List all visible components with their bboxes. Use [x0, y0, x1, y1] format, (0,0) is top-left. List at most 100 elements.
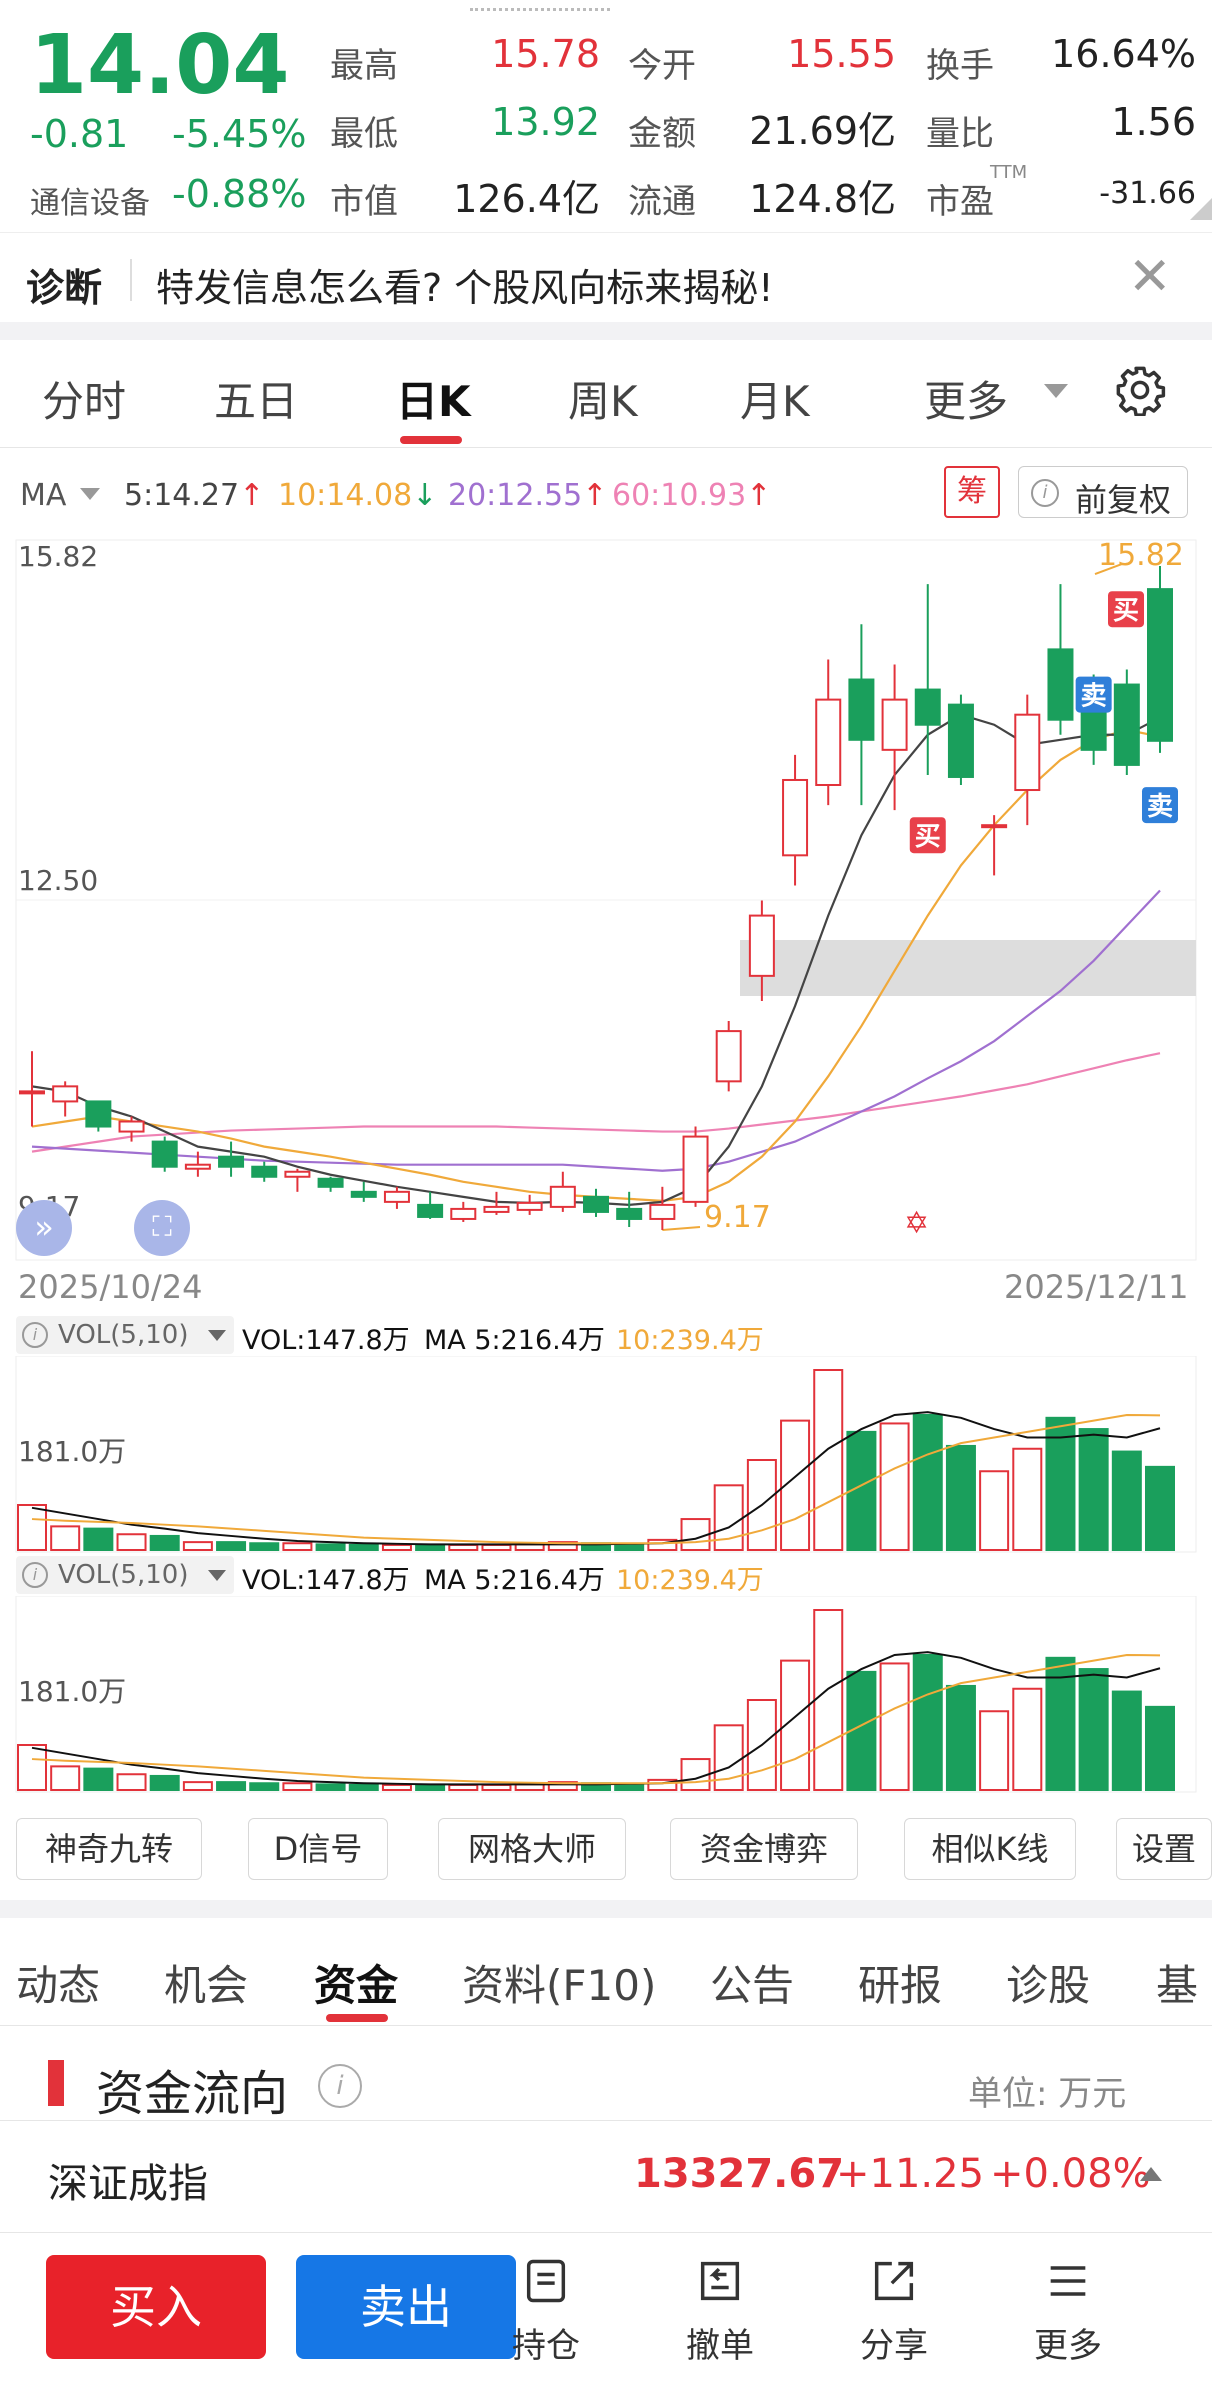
tool-button[interactable]: 神奇九转 — [16, 1818, 202, 1880]
more-dropdown-icon[interactable] — [1044, 384, 1068, 398]
period-tab[interactable]: 周K — [568, 377, 638, 426]
candle[interactable] — [19, 1051, 45, 1127]
candle[interactable] — [748, 900, 775, 1001]
volume-bar — [448, 1783, 479, 1791]
share-action[interactable]: 分享 — [844, 2255, 944, 2367]
candle[interactable] — [715, 1021, 742, 1092]
price-adjust-button[interactable]: i 前复权 — [1018, 466, 1188, 519]
sell-signal[interactable]: 卖 — [1142, 787, 1178, 824]
candle[interactable] — [118, 1116, 145, 1142]
ma-trend-arrow: ↓ — [412, 478, 438, 513]
info-tab[interactable]: 诊股 — [1006, 1961, 1091, 2010]
candle[interactable] — [317, 1176, 344, 1192]
event-star-icon[interactable]: ✡ — [904, 1206, 930, 1241]
info-tab[interactable]: 动态 — [16, 1961, 101, 2010]
candle[interactable] — [583, 1188, 609, 1217]
tool-button[interactable]: 相似K线 — [904, 1818, 1076, 1880]
index-ticker[interactable]: 深证成指 13327.67 +11.25 +0.08% — [0, 2120, 1212, 2230]
buy-signal[interactable]: 买 — [909, 817, 946, 854]
diagnosis-text[interactable]: 特发信息怎么看? 个股风向标来揭秘! — [156, 266, 774, 310]
fund-flow-title: 资金流向 — [96, 2066, 289, 2122]
candle[interactable] — [151, 1136, 178, 1172]
buy-signal[interactable]: 买 — [1108, 591, 1144, 628]
candle[interactable] — [914, 584, 941, 775]
sector-change: -0.88% — [172, 172, 307, 216]
candle[interactable] — [350, 1181, 377, 1202]
period-tab[interactable]: 月K — [740, 377, 810, 426]
fullscreen-button[interactable]: ⛶ — [134, 1200, 190, 1256]
period-tab[interactable]: 更多 — [924, 377, 1009, 426]
candle[interactable] — [218, 1141, 245, 1177]
volume-legend[interactable]: i VOL(5,10) VOL:147.8万 MA 5:216.4万 10:239.4万 — [16, 1312, 1196, 1356]
candle[interactable] — [1147, 566, 1173, 753]
close-icon[interactable]: ✕ — [1128, 247, 1172, 307]
volume-chart[interactable] — [0, 1596, 1212, 1796]
volume-bar — [1111, 1450, 1142, 1551]
ma-dropdown-icon[interactable] — [80, 488, 100, 500]
info-icon[interactable]: i — [318, 2064, 362, 2108]
candle[interactable] — [782, 754, 809, 886]
candle[interactable] — [483, 1191, 510, 1215]
tool-button[interactable]: 设置 — [1116, 1818, 1212, 1880]
volume-chart[interactable] — [0, 1356, 1212, 1556]
candle[interactable] — [947, 694, 974, 786]
candle[interactable] — [549, 1171, 576, 1212]
tool-row: 神奇九转 D信号 网格大师 资金博弈 相似K线 设置 — [0, 1818, 1212, 1882]
info-tab[interactable]: 资料(F10) — [462, 1961, 657, 2010]
expand-up-icon[interactable] — [1140, 2167, 1162, 2181]
expand-left-button[interactable]: » — [16, 1200, 72, 1256]
period-tab[interactable]: 五日 — [214, 377, 299, 426]
candle[interactable] — [516, 1194, 543, 1215]
sell-button[interactable]: 卖出 — [296, 2255, 516, 2359]
candle[interactable] — [284, 1168, 311, 1192]
candle[interactable] — [417, 1191, 444, 1219]
candle[interactable] — [616, 1191, 643, 1227]
settings-gear-icon[interactable] — [1114, 364, 1166, 420]
candle[interactable] — [1113, 669, 1140, 775]
candle[interactable] — [450, 1201, 477, 1222]
more-action[interactable]: 更多 — [1018, 2255, 1118, 2367]
candle[interactable] — [848, 624, 875, 806]
info-tab[interactable]: 基金 — [1156, 1961, 1199, 2025]
ma-label[interactable]: MA — [20, 478, 67, 513]
indicator-selector[interactable]: i VOL(5,10) — [16, 1316, 234, 1354]
candle[interactable] — [649, 1186, 676, 1230]
info-tab[interactable]: 公告 — [710, 1961, 795, 2010]
volume-ma10-line — [31, 1413, 1161, 1545]
ma-trend-arrow: ↑ — [582, 478, 608, 513]
volume-legend[interactable]: i VOL(5,10) VOL:147.8万 MA 5:216.4万 10:239.4万 — [16, 1552, 1196, 1596]
indicator-selector[interactable]: i VOL(5,10) — [16, 1556, 234, 1594]
tool-button[interactable]: 资金博弈 — [670, 1818, 858, 1880]
candle[interactable] — [815, 659, 842, 806]
diagnosis-bar[interactable]: 诊断 特发信息怎么看? 个股风向标来揭秘! ✕ — [0, 232, 1212, 328]
volume-bar — [83, 1767, 114, 1791]
volume-bar — [547, 1781, 578, 1791]
action-label: 分享 — [860, 2326, 928, 2366]
ma-legend[interactable]: MA 5:14.27↑ 10:14.08↓ 20:12.55↑ 60:10.93↑ 筹… — [0, 462, 1212, 524]
sell-signal[interactable]: 卖 — [1075, 676, 1112, 713]
candle[interactable] — [251, 1161, 278, 1182]
candle[interactable] — [85, 1100, 112, 1132]
candle[interactable] — [1047, 584, 1074, 735]
period-tab[interactable]: 分时 — [42, 377, 127, 426]
info-tab[interactable]: 机会 — [164, 1961, 249, 2010]
candle[interactable] — [184, 1151, 211, 1177]
tool-button[interactable]: D信号 — [248, 1818, 388, 1880]
candle[interactable] — [682, 1126, 709, 1207]
sector-name[interactable]: 通信设备 — [30, 186, 150, 221]
chip-distribution-button[interactable]: 筹 — [944, 466, 1000, 518]
candle[interactable] — [52, 1081, 79, 1117]
cancel-order-action[interactable]: 撤单 — [670, 2255, 770, 2367]
candle[interactable] — [881, 664, 908, 811]
candle[interactable] — [981, 815, 1008, 876]
info-tab[interactable]: 资金 — [314, 1961, 399, 2010]
info-tab[interactable]: 研报 — [858, 1961, 943, 2010]
position-action[interactable]: 持仓 — [496, 2255, 596, 2367]
buy-button[interactable]: 买入 — [46, 2255, 266, 2359]
volume-bar — [1045, 1416, 1076, 1551]
period-tab[interactable]: 日K — [396, 377, 471, 426]
tool-button[interactable]: 网格大师 — [438, 1818, 626, 1880]
candle[interactable] — [383, 1186, 410, 1209]
candle[interactable] — [1014, 694, 1041, 826]
